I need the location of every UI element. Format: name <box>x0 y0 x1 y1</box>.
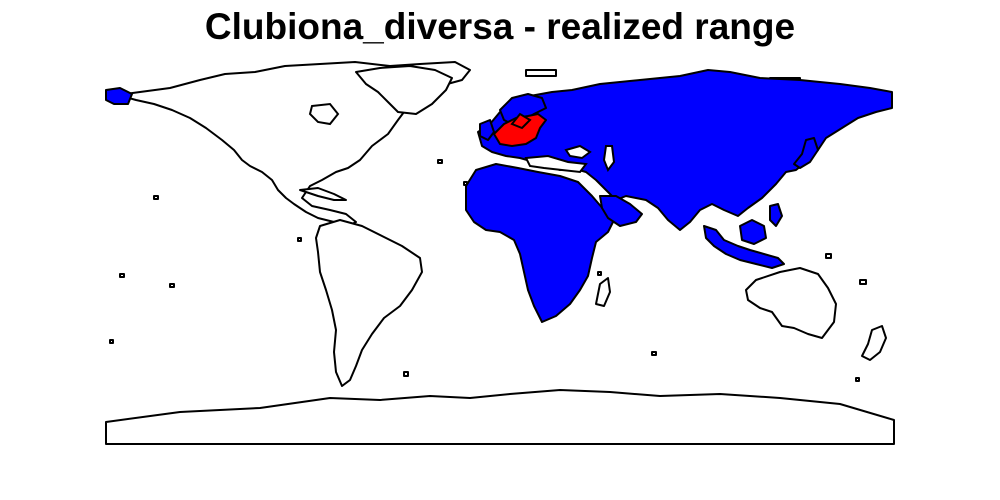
svalbard-islands <box>525 69 557 77</box>
island-dot <box>651 351 657 356</box>
island-dot <box>825 253 832 259</box>
realized-range-layer <box>105 69 893 323</box>
philippines-realized-range <box>769 203 783 227</box>
caribbean-islands <box>299 187 347 201</box>
borneo-realized-range <box>739 219 767 245</box>
africa-realized-range <box>465 163 615 323</box>
island-dot <box>597 271 602 276</box>
southeast-asia-realized-range <box>703 225 785 269</box>
antarctica-landmass <box>105 389 895 445</box>
island-dot <box>437 159 443 164</box>
island-dot <box>169 283 175 288</box>
island-dot <box>297 237 302 242</box>
island-dot <box>119 273 125 278</box>
alaska-realized-range <box>105 87 133 105</box>
greenland-landmass <box>355 65 453 115</box>
land-outside-range <box>105 61 895 445</box>
japan-realized-range <box>793 137 819 169</box>
europe-origin-range <box>493 113 547 147</box>
australia-landmass <box>745 267 837 339</box>
island-dot <box>153 195 159 200</box>
south-america-landmass <box>315 219 423 387</box>
island-dot <box>403 371 409 377</box>
north-america-landmass <box>117 61 471 225</box>
map-title: Clubiona_diversa - realized range <box>204 6 796 47</box>
british-isles-realized-range <box>479 119 495 141</box>
madagascar-landmass <box>595 277 611 307</box>
island-dot <box>109 339 114 344</box>
island-dot <box>855 377 860 382</box>
island-dot <box>859 279 867 285</box>
new-zealand-landmass <box>861 325 887 361</box>
origin-range-layer <box>493 112 547 147</box>
arabia-realized-range <box>599 195 643 227</box>
